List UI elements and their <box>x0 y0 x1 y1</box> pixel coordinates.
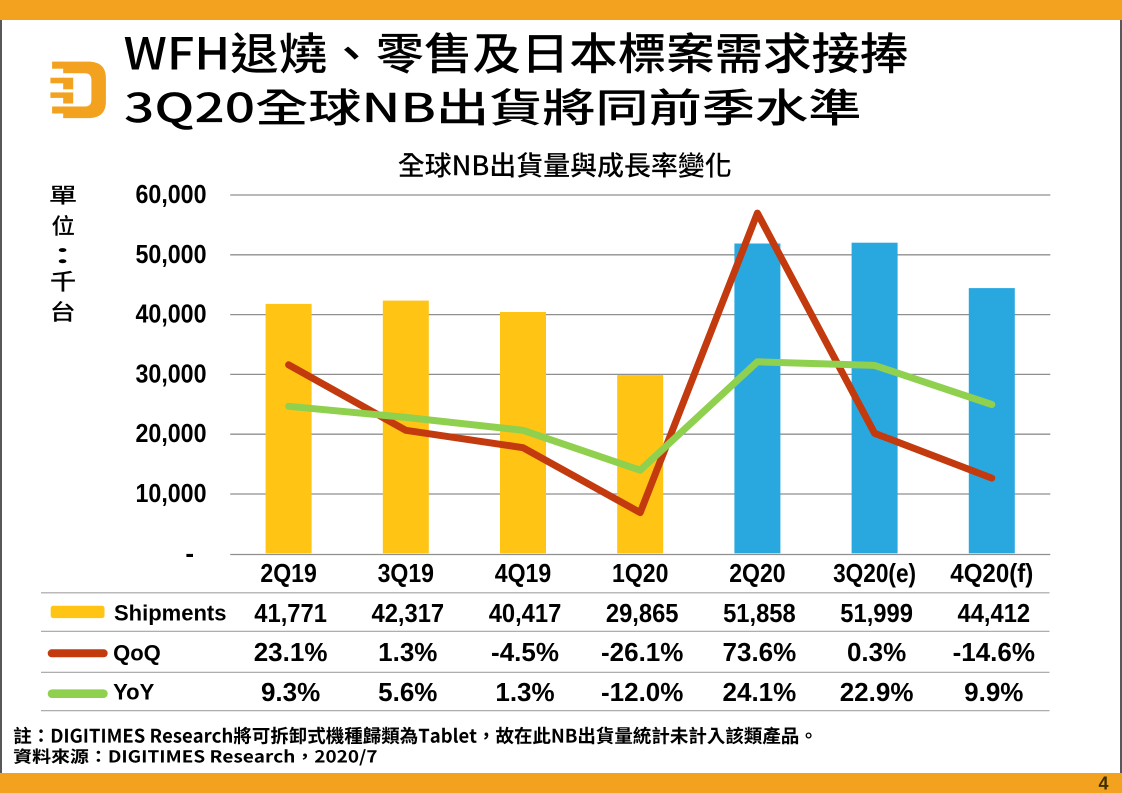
svg-text:QoQ: QoQ <box>113 640 161 665</box>
svg-text:60,000: 60,000 <box>136 179 207 209</box>
svg-text:-26.1%: -26.1% <box>601 637 683 667</box>
svg-text:44,412: 44,412 <box>958 598 1031 628</box>
svg-text:30,000: 30,000 <box>136 358 207 388</box>
svg-text:Shipments: Shipments <box>114 600 226 625</box>
svg-text:1.3%: 1.3% <box>495 677 554 707</box>
svg-text:-: - <box>185 538 194 568</box>
svg-text:50,000: 50,000 <box>136 239 207 269</box>
svg-text:5.6%: 5.6% <box>378 677 437 707</box>
svg-text:29,865: 29,865 <box>606 598 679 628</box>
svg-text:2Q20: 2Q20 <box>729 558 785 588</box>
svg-text:42,317: 42,317 <box>372 598 445 628</box>
svg-text:73.6%: 73.6% <box>723 637 797 667</box>
svg-text:20,000: 20,000 <box>136 418 207 448</box>
svg-text:1Q20: 1Q20 <box>612 558 668 588</box>
svg-text:41,771: 41,771 <box>254 598 327 628</box>
svg-text:40,000: 40,000 <box>136 299 207 329</box>
svg-text:3Q20(e): 3Q20(e) <box>833 558 916 588</box>
svg-text:-14.6%: -14.6% <box>953 637 1035 667</box>
svg-text:1.3%: 1.3% <box>378 637 437 667</box>
svg-text:9.9%: 9.9% <box>964 677 1023 707</box>
svg-text:-4.5%: -4.5% <box>491 637 559 667</box>
svg-text:9.3%: 9.3% <box>261 677 320 707</box>
svg-text:4Q19: 4Q19 <box>495 558 551 588</box>
svg-text:4Q20(f): 4Q20(f) <box>950 558 1033 588</box>
svg-text:2Q19: 2Q19 <box>260 558 316 588</box>
svg-text:10,000: 10,000 <box>136 478 207 508</box>
svg-text:51,858: 51,858 <box>723 598 796 628</box>
svg-text:23.1%: 23.1% <box>254 637 328 667</box>
svg-text:22.9%: 22.9% <box>840 677 914 707</box>
svg-text:0.3%: 0.3% <box>847 637 906 667</box>
svg-text:3Q19: 3Q19 <box>378 558 434 588</box>
svg-text:-12.0%: -12.0% <box>601 677 683 707</box>
svg-text:40,417: 40,417 <box>489 598 562 628</box>
svg-text:4: 4 <box>1098 773 1108 793</box>
svg-text:YoY: YoY <box>113 680 154 705</box>
svg-text:51,999: 51,999 <box>840 598 913 628</box>
svg-text:24.1%: 24.1% <box>723 677 797 707</box>
